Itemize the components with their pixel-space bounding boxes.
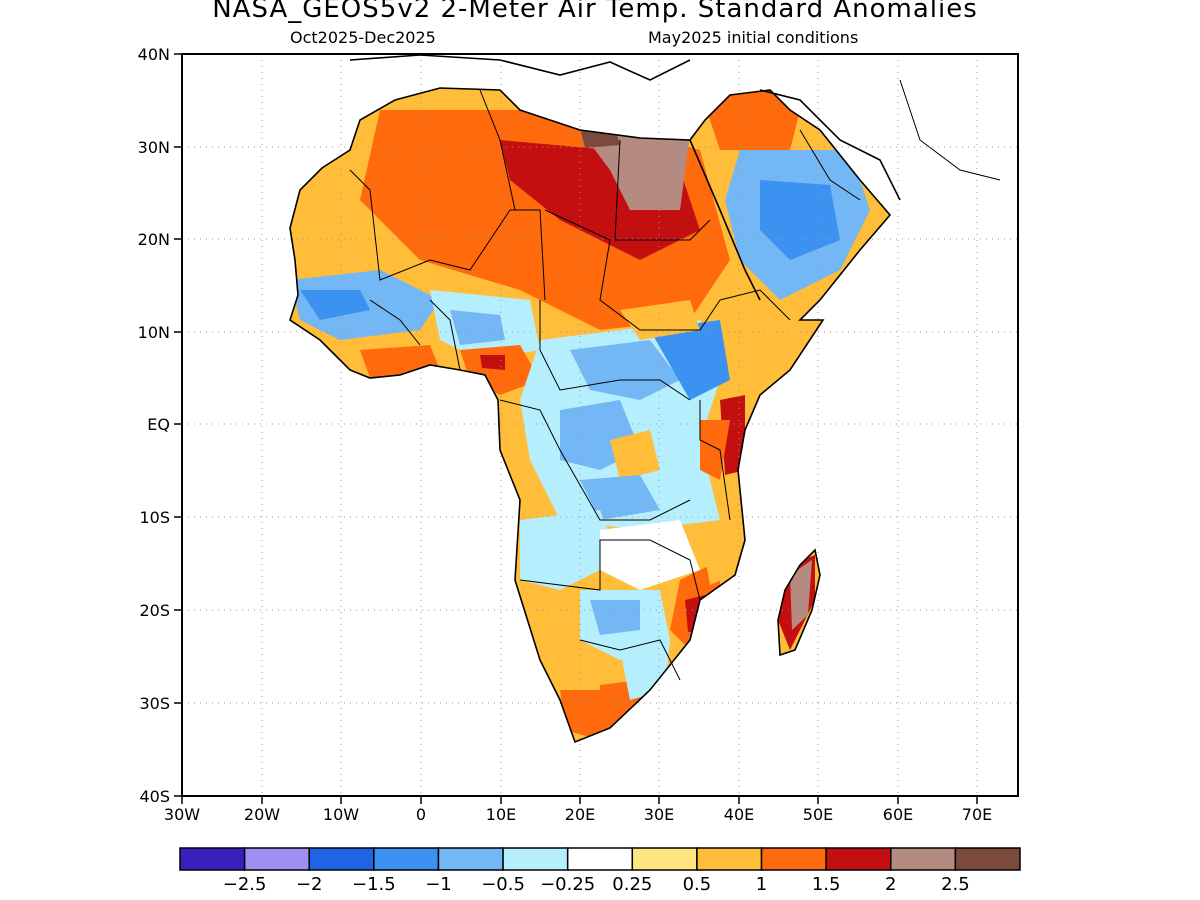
- colorbar-label: 1.5: [812, 874, 841, 895]
- plot-frame: [181, 53, 1019, 797]
- colorbar-swatch: [566, 847, 634, 871]
- colorbar-swatch: [502, 847, 569, 871]
- lat-label: 30S: [139, 694, 170, 713]
- colorbar-label: 2.5: [941, 874, 970, 895]
- colorbar-swatch: [825, 847, 892, 871]
- colorbar-label: 0.5: [683, 874, 712, 895]
- colorbar-label: −2.5: [223, 874, 267, 895]
- colorbar-swatch: [308, 847, 375, 871]
- colorbar-swatch: [890, 847, 957, 871]
- lon-label: 20W: [244, 805, 280, 824]
- colorbar-swatch: [631, 847, 698, 871]
- country-borders: [349, 79, 1001, 681]
- colorbar-swatch: [243, 847, 310, 871]
- colorbar-label: −0.5: [481, 874, 525, 895]
- lat-label: 30N: [138, 138, 170, 157]
- lon-label: 70E: [962, 805, 992, 824]
- colorbar-swatch: [437, 847, 504, 871]
- lat-label: 40N: [138, 45, 170, 64]
- lon-label: 0: [416, 805, 426, 824]
- lon-label: 60E: [883, 805, 913, 824]
- forecast-period: Oct2025-Dec2025: [290, 28, 436, 47]
- lon-label: 10E: [486, 805, 516, 824]
- lon-label: 30W: [164, 805, 200, 824]
- lon-label: 20E: [565, 805, 595, 824]
- colorbar: −2.5 −2 −1.5 −1 −0.5 −0.25 0.25 0.5 1 1.5 2 2.5: [179, 847, 1021, 895]
- lon-label: 30E: [644, 805, 674, 824]
- colorbar-label: 0.25: [612, 874, 652, 895]
- colorbar-swatch: [179, 847, 246, 871]
- colorbar-label: −1.5: [352, 874, 396, 895]
- colorbar-label: 1: [756, 874, 767, 895]
- colorbar-label: −1: [425, 874, 452, 895]
- lat-label: 40S: [139, 787, 170, 806]
- initial-conditions: May2025 initial conditions: [648, 28, 859, 47]
- lat-label: 10S: [139, 508, 170, 527]
- lat-labels: 40N 30N 20N 10N EQ 10S 20S 30S 40S: [138, 45, 170, 806]
- lon-label: 40E: [724, 805, 754, 824]
- lat-label: EQ: [147, 415, 170, 434]
- lon-labels: 30W 20W 10W 0 10E 20E 30E 40E 50E 60E 70…: [164, 805, 992, 824]
- colorbar-label: −0.25: [540, 874, 595, 895]
- lon-label: 50E: [803, 805, 833, 824]
- lat-label: 20N: [138, 230, 170, 249]
- colorbar-swatch: [760, 847, 827, 871]
- lat-label: 20S: [139, 601, 170, 620]
- colorbar-label: −2: [296, 874, 323, 895]
- tick-marks: [174, 53, 978, 804]
- colorbar-label: 2: [885, 874, 896, 895]
- colorbar-swatch: [696, 847, 763, 871]
- grid-lines: [182, 54, 1018, 796]
- map-title: NASA_GEOS5v2 2-Meter Air Temp. Standard …: [212, 0, 978, 24]
- colorbar-swatch: [373, 847, 440, 871]
- colorbar-swatch: [954, 847, 1021, 871]
- lat-label: 10N: [138, 323, 170, 342]
- lon-label: 10W: [323, 805, 359, 824]
